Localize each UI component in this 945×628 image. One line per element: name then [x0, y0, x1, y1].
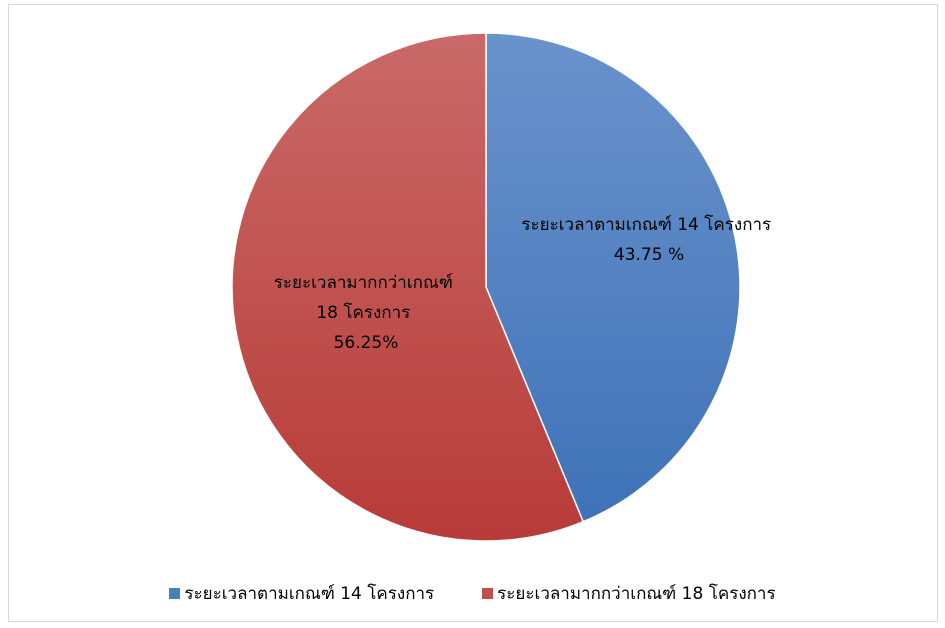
- legend: ระยะเวลาตามเกณฑ์ 14 โครงการ ระยะเวลามากก…: [0, 578, 945, 608]
- pie-slice-2: [231, 32, 585, 542]
- slice-label-1: ระยะเวลาตามเกณฑ์ 14 โครงการ 43.75 %: [521, 214, 776, 265]
- legend-label-1: ระยะเวลาตามเกณฑ์ 14 โครงการ: [184, 583, 435, 604]
- legend-item-1: ระยะเวลาตามเกณฑ์ 14 โครงการ: [169, 580, 434, 607]
- legend-label-2: ระยะเวลามากกว่าเกณฑ์ 18 โครงการ: [497, 583, 776, 604]
- slice-label-2-line-2: 18 โครงการ: [316, 302, 410, 323]
- slice-label-1-line-1: ระยะเวลาตามเกณฑ์ 14 โครงการ: [521, 214, 771, 235]
- slice-label-2-line-1: ระยะเวลามากกว่าเกณฑ์: [274, 273, 453, 293]
- slice-label-1-value: 43.75 %: [614, 245, 684, 265]
- pie-slice-1: [485, 32, 741, 523]
- legend-swatch-blue: [169, 587, 181, 599]
- legend-item-2: ระยะเวลามากกว่าเกณฑ์ 18 โครงการ: [482, 580, 776, 607]
- slice-label-2-value: 56.25%: [334, 333, 399, 353]
- legend-swatch-red: [482, 587, 494, 599]
- slice-label-2: ระยะเวลามากกว่าเกณฑ์ 18 โครงการ 56.25%: [274, 273, 459, 353]
